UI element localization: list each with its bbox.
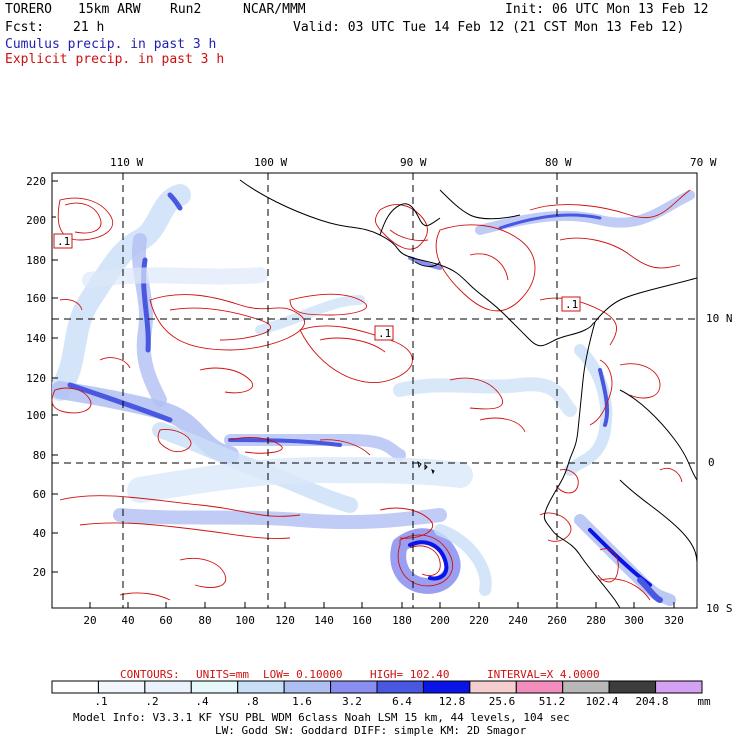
explicit-legend: Explicit precip. in past 3 h: [5, 52, 225, 67]
x-tick-label: 220: [469, 614, 489, 627]
y-tick-label: 160: [26, 292, 46, 305]
x-tick-label: 320: [664, 614, 684, 627]
colorbar-swatch: [190, 680, 239, 694]
colorbar-swatch: [51, 680, 99, 694]
colorbar-swatch: [144, 680, 192, 694]
x-tick-label: 240: [508, 614, 528, 627]
colorbar-label: 3.2: [342, 695, 362, 708]
org-label: NCAR/MMM: [243, 2, 306, 17]
colorbar-swatch: [562, 680, 610, 694]
colorbar-swatch: [469, 680, 517, 694]
lat-label: 10 S: [706, 602, 733, 615]
cumulus-precip-layer: [52, 184, 695, 606]
colorbar-label: 51.2: [538, 695, 566, 708]
x-tick-label: 60: [159, 614, 172, 627]
model-resolution: 15km ARW: [78, 2, 141, 17]
lat-lon-grid: [52, 173, 697, 608]
colorbar-swatch: [422, 680, 471, 694]
forecast-hours: 21 h: [73, 20, 105, 35]
colorbar-label: .4: [195, 695, 209, 708]
contours-low: LOW= 0.10000: [263, 668, 343, 681]
colorbar-swatch: [608, 680, 657, 694]
lon-label: 90 W: [400, 156, 427, 169]
colorbar-label: .2: [145, 695, 159, 708]
lon-label: 100 W: [254, 156, 287, 169]
colorbar-label: 6.4: [392, 695, 412, 708]
colorbar-label: 12.8: [438, 695, 466, 708]
init-time: Init: 06 UTC Mon 13 Feb 12: [505, 2, 709, 17]
contours-interval: INTERVAL=X 4.0000: [487, 668, 600, 681]
boxed-contour-labels: .1 .1 .1: [53, 233, 581, 341]
contours-units: UNITS=mm: [196, 668, 249, 681]
x-tick-label: 100: [235, 614, 255, 627]
colorbar-label: 25.6: [488, 695, 516, 708]
lat-label: 0: [708, 456, 715, 469]
y-tick-label: 180: [26, 254, 46, 267]
y-tick-label: 20: [33, 566, 46, 579]
y-tick-label: 40: [33, 527, 46, 540]
x-tick-label: 40: [121, 614, 134, 627]
model-name: TORERO: [5, 2, 52, 17]
colorbar-swatch: [655, 680, 703, 694]
colorbar-label: 102.4: [585, 695, 619, 708]
y-tick-label: 220: [26, 175, 46, 188]
contours-high: HIGH= 102.40: [370, 668, 450, 681]
lon-label: 110 W: [110, 156, 143, 169]
x-tick-label: 80: [198, 614, 211, 627]
x-tick-label: 260: [547, 614, 567, 627]
y-tick-label: 120: [26, 372, 46, 385]
colorbar-label: 1.6: [292, 695, 312, 708]
colorbar-swatch: [330, 680, 378, 694]
x-tick-label: 300: [624, 614, 644, 627]
contour-label: .1: [57, 235, 70, 248]
x-tick-label: 180: [392, 614, 412, 627]
cumulus-legend: Cumulus precip. in past 3 h: [5, 37, 217, 52]
colorbar-swatch: [283, 680, 332, 694]
y-tick-label: 60: [33, 488, 46, 501]
axis-ticks: [52, 180, 675, 608]
colorbar-swatch: [97, 680, 146, 694]
colorbar: [51, 680, 703, 694]
y-tick-label: 100: [26, 409, 46, 422]
y-tick-label: 140: [26, 332, 46, 345]
run-label: Run2: [170, 2, 202, 17]
model-info-line2: LW: Godd SW: Goddard DIFF: simple KM: 2D…: [215, 724, 527, 737]
colorbar-swatch: [237, 680, 285, 694]
x-tick-label: 140: [314, 614, 334, 627]
lon-label: 70 W: [690, 156, 717, 169]
contours-label: CONTOURS:: [120, 668, 180, 681]
forecast-label: Fcst:: [5, 20, 45, 35]
colorbar-swatch: [515, 680, 564, 694]
x-tick-label: 280: [586, 614, 606, 627]
contour-label: .1: [565, 298, 578, 311]
contour-label: .1: [378, 327, 391, 340]
x-tick-label: 20: [83, 614, 96, 627]
model-info-line1: Model Info: V3.3.1 KF YSU PBL WDM 6class…: [73, 711, 570, 724]
colorbar-label: .8: [245, 695, 259, 708]
lon-label: 80 W: [545, 156, 572, 169]
x-tick-label: 200: [430, 614, 450, 627]
colorbar-label: .1: [94, 695, 108, 708]
y-tick-label: 80: [33, 449, 46, 462]
colorbar-swatch: [376, 680, 424, 694]
y-tick-label: 200: [26, 214, 46, 227]
coastlines: [239, 179, 697, 608]
colorbar-label: 204.8: [635, 695, 669, 708]
x-tick-label: 160: [352, 614, 372, 627]
x-tick-label: 120: [275, 614, 295, 627]
lat-label: 10 N: [706, 312, 733, 325]
valid-time: Valid: 03 UTC Tue 14 Feb 12 (21 CST Mon …: [293, 20, 685, 35]
colorbar-unit: mm: [697, 695, 711, 708]
